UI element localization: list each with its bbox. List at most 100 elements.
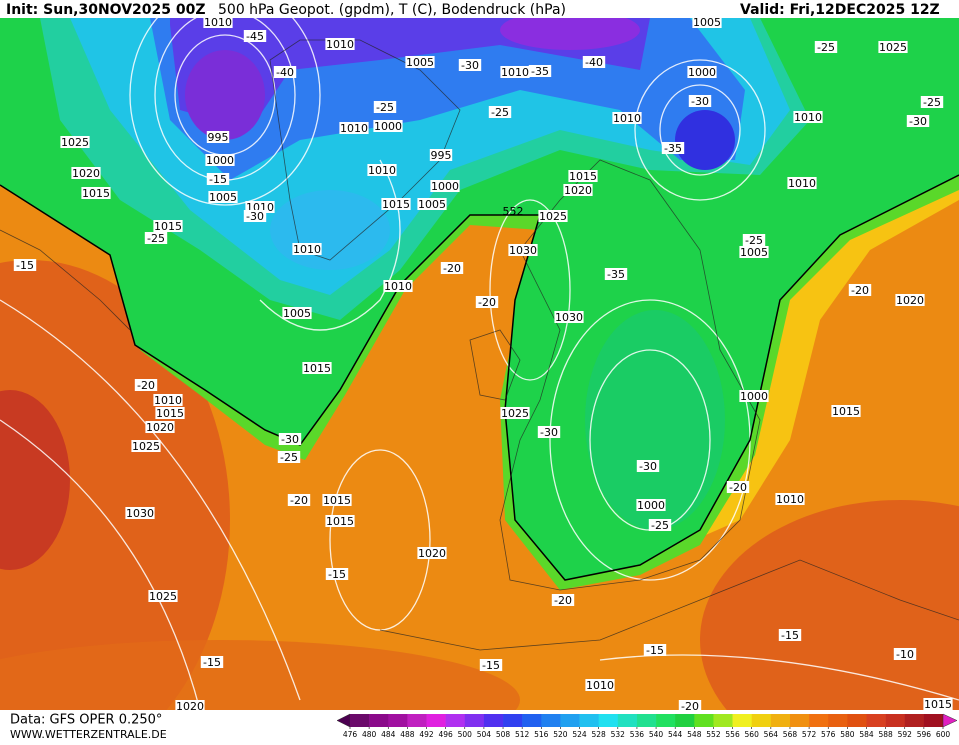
pressure-label: 1015 — [924, 698, 952, 711]
temperature-label: -25 — [491, 106, 509, 119]
temperature-label: -45 — [246, 30, 264, 43]
colorbar: 476 480 484 488 492 496 500 504 508 512 516 520 524 5… — [336, 713, 958, 739]
data-source: Data: GFS OPER 0.250° — [10, 713, 162, 728]
temperature-label-box — [243, 210, 267, 222]
pressure-label: 1000 — [688, 66, 716, 79]
pressure-label-box — [923, 698, 953, 710]
init-time: Init: Sun,30NOV2025 00Z — [6, 2, 206, 18]
pressure-label: 1015 — [382, 198, 410, 211]
colorbar-swatch — [464, 714, 485, 727]
temperature-label-box — [325, 568, 349, 580]
colorbar-tick-label: 544 — [668, 730, 683, 739]
colorbar-swatch — [445, 714, 466, 727]
pressure-label-box — [775, 493, 805, 505]
temperature-label: -20 — [443, 262, 461, 275]
pressure-label-box — [636, 499, 666, 511]
pressure-label-box — [131, 440, 161, 452]
temperature-label-box — [287, 494, 311, 506]
temperature-label-box — [742, 234, 766, 246]
colorbar-tick-label: 524 — [572, 730, 587, 739]
pressure-label-box — [367, 164, 397, 176]
pressure-label-box — [125, 507, 155, 519]
pressure-label-box — [692, 16, 722, 28]
pressure-label-box — [563, 184, 593, 196]
pressure-label-box — [878, 41, 908, 53]
temperature-label: -15 — [328, 568, 346, 581]
temperature-label-box — [848, 284, 872, 296]
colorbar-tick-label: 512 — [515, 730, 530, 739]
temperature-label: -30 — [540, 426, 558, 439]
pressure-label-box — [381, 198, 411, 210]
pressure-label-box — [373, 120, 403, 132]
temperature-label: -30 — [909, 115, 927, 128]
colorbar-tick-label: 600 — [936, 730, 951, 739]
pressure-label: 1005 — [406, 56, 434, 69]
colorbar-swatch — [732, 714, 753, 727]
pressure-label: 1010 — [788, 177, 816, 190]
pressure-label: 1025 — [879, 41, 907, 54]
pressure-label-box — [687, 66, 717, 78]
colorbar-tick-label: 476 — [343, 730, 358, 739]
colorbar-swatch — [675, 714, 695, 727]
temperature-label-box — [778, 629, 802, 641]
colorbar-swatch — [904, 714, 925, 727]
colorbar-tick-label: 516 — [534, 730, 549, 739]
pressure-label-box — [71, 167, 101, 179]
colorbar-tick-label: 480 — [362, 730, 377, 739]
colorbar-swatch — [866, 714, 886, 727]
colorbar-swatch — [369, 714, 389, 727]
pressure-label-box — [175, 700, 205, 712]
colorbar-swatch — [483, 714, 504, 727]
colorbar-swatch — [522, 714, 542, 727]
pressure-label: 1015 — [303, 362, 331, 375]
pressure-label-box — [612, 112, 642, 124]
pressure-label-box — [155, 407, 185, 419]
temperature-label: -15 — [482, 659, 500, 672]
colorbar-swatch — [579, 714, 599, 727]
pressure-label: 1010 — [326, 38, 354, 51]
geopotential-label: 552 — [503, 205, 524, 218]
pressure-label: 1010 — [204, 16, 232, 29]
pressure-label-box — [325, 515, 355, 527]
temperature-label-box — [528, 65, 552, 77]
pressure-label: 1010 — [368, 164, 396, 177]
temperature-label-box — [920, 96, 944, 108]
colorbar-swatch — [503, 714, 523, 727]
pressure-label: 1010 — [613, 112, 641, 125]
pressure-label: 1020 — [176, 700, 204, 713]
colorbar-tick-label: 492 — [419, 730, 434, 739]
pressure-label-box — [322, 494, 352, 506]
pressure-label-box — [554, 311, 584, 323]
temperature-label-box — [440, 262, 464, 274]
temperature-label-box — [475, 296, 499, 308]
colorbar-tick-label: 568 — [783, 730, 798, 739]
pressure-label: 1025 — [539, 210, 567, 223]
temperature-label-box — [273, 66, 297, 78]
temperature-label: -25 — [651, 519, 669, 532]
temperature-label: -15 — [203, 656, 221, 669]
colorbar-tick-label: 564 — [764, 730, 779, 739]
temperature-label: -20 — [478, 296, 496, 309]
pressure-label-box — [383, 280, 413, 292]
pressure-label: 1015 — [154, 220, 182, 233]
pressure-label: 1020 — [146, 421, 174, 434]
pressure-label: 1010 — [340, 122, 368, 135]
colorbar-swatch — [541, 714, 561, 727]
temperature-label-box — [373, 101, 397, 113]
temperature-label-box — [814, 41, 838, 53]
colorbar-swatch — [560, 714, 580, 727]
pressure-label: 1010 — [586, 679, 614, 692]
header-band — [0, 0, 959, 18]
pressure-label-box — [302, 362, 332, 374]
pressure-label-box — [793, 111, 823, 123]
temperature-label: -20 — [851, 284, 869, 297]
colorbar-tick-label: 572 — [802, 730, 817, 739]
temperature-label: -30 — [691, 95, 709, 108]
pressure-label: 1005 — [693, 16, 721, 29]
pressure-label-box — [153, 220, 183, 232]
colorbar-swatch — [809, 714, 829, 727]
temperature-label: -15 — [781, 629, 799, 642]
pressure-label-box — [145, 421, 175, 433]
temperature-label: -35 — [531, 65, 549, 78]
temperature-label: -25 — [923, 96, 941, 109]
